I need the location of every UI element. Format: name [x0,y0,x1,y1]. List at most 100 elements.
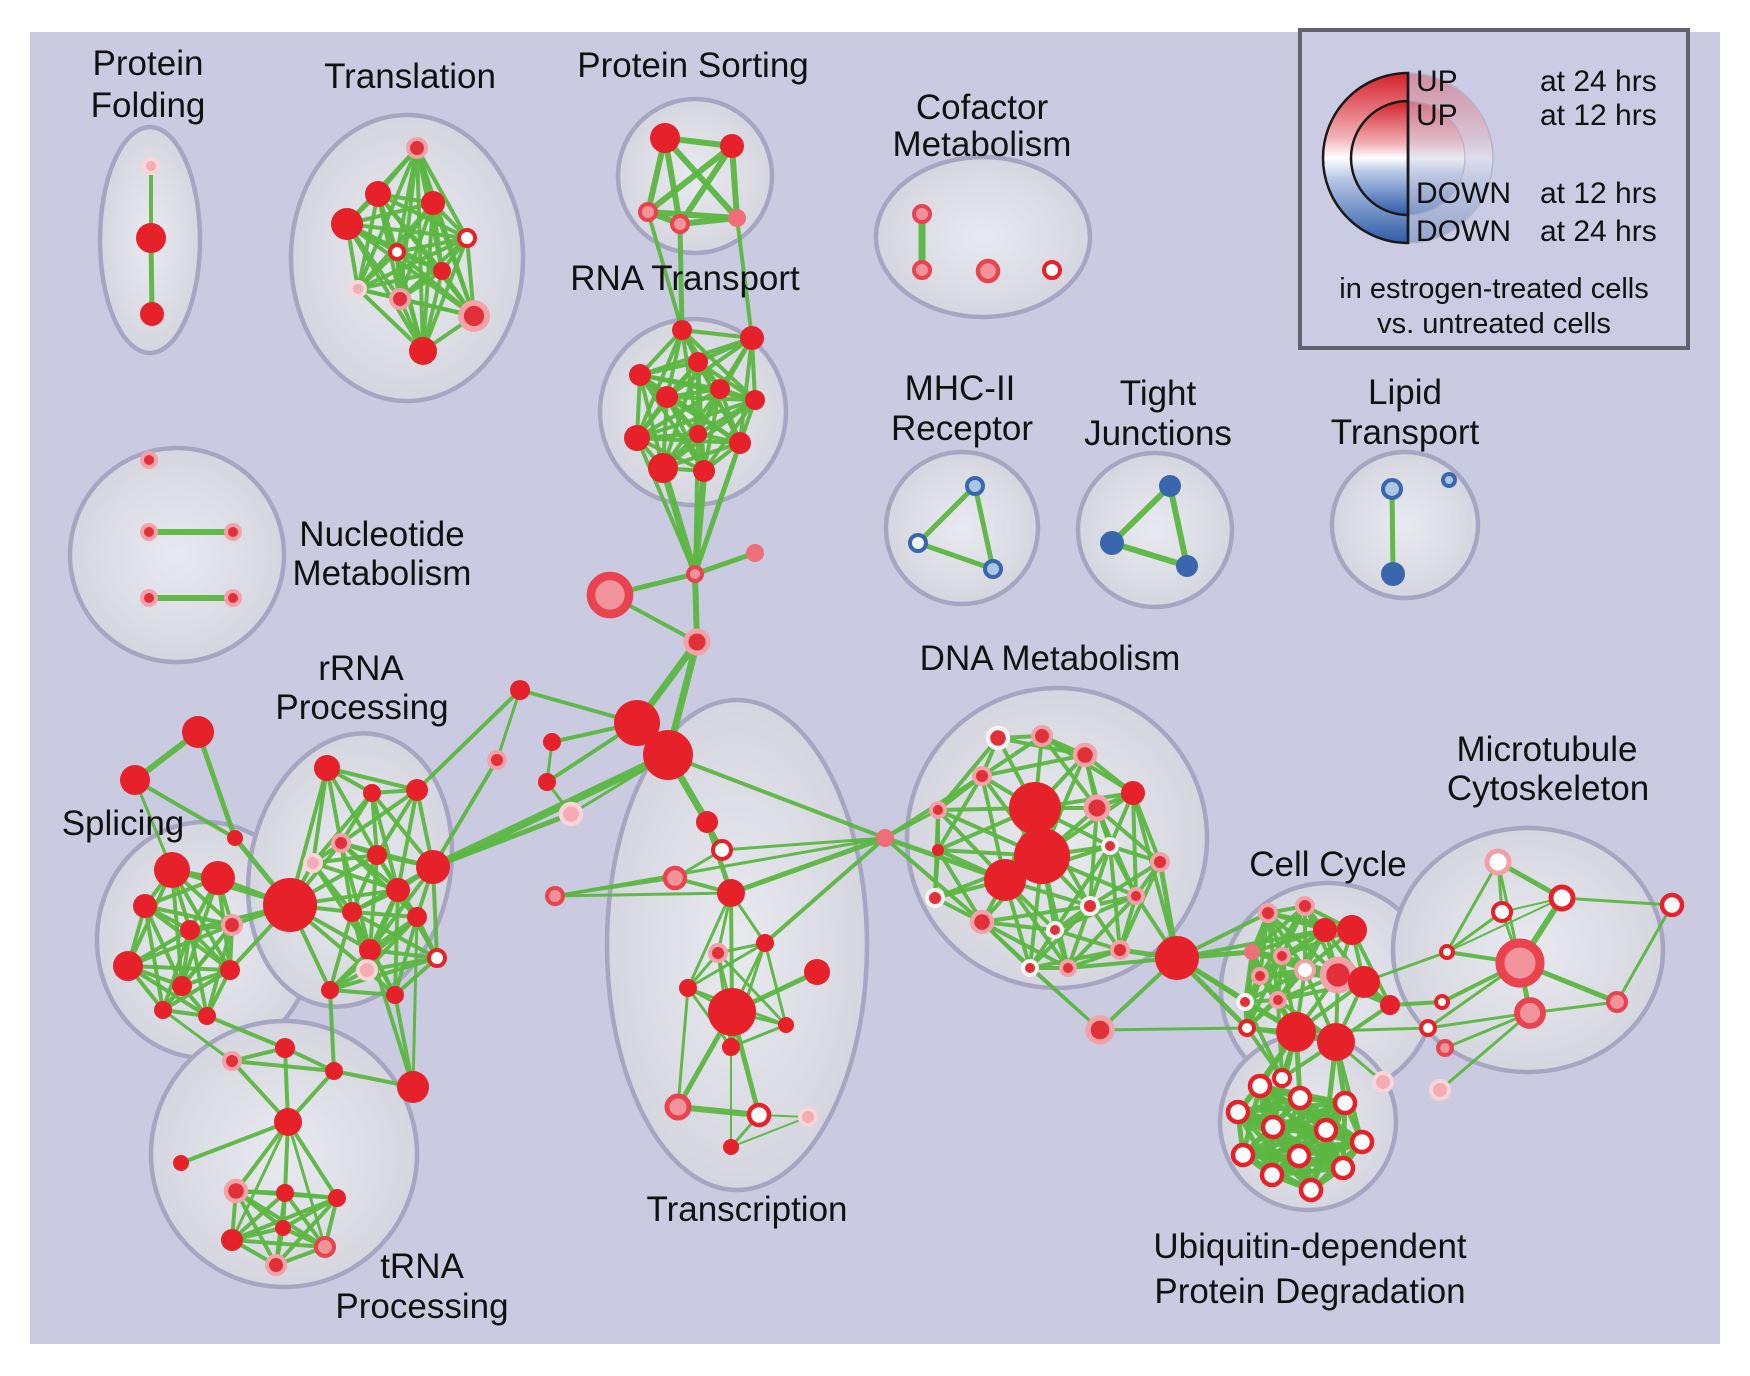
edge [350,853,379,914]
node-cf1 [912,204,932,224]
node-dn21 [1059,959,1077,977]
node-rr4 [331,833,351,853]
node-cc5 [614,700,660,746]
node-rr1 [314,755,340,781]
edge [421,236,469,353]
node-rr3 [406,779,428,801]
cluster-label-mhc-ii-receptor-1: Receptor [891,409,1033,448]
node-sl8 [220,960,240,980]
edge [429,751,672,871]
legend-direction-2: DOWN [1416,177,1511,210]
edge [1174,955,1299,1035]
node-tc15 [798,1107,818,1127]
node-tr7 [433,262,451,280]
node-cy14 [1276,1012,1316,1052]
node-ps1 [650,123,680,153]
edge [1108,844,1122,952]
node-tc7 [708,943,728,963]
node-ub12 [1298,1177,1324,1203]
node-lp2 [1381,562,1405,586]
legend-direction-3: DOWN [1416,215,1511,248]
edge [1245,1026,1284,1080]
node-tn7 [223,1178,249,1204]
node-cc2 [746,544,764,562]
nodes-layer [113,123,1685,1277]
node-cy15 [1317,1023,1355,1061]
edge [980,753,1087,778]
node-tr1 [405,136,429,160]
node-cc11 [487,750,507,770]
edge [1426,1011,1532,1030]
node-rt1 [672,320,692,340]
node-br2 [1434,994,1450,1010]
edge [205,1014,287,1050]
edge [195,729,238,841]
node-nm5 [224,589,242,607]
node-pf3 [140,302,164,326]
node-mh1 [965,476,985,496]
cluster-label-protein-folding-0: Protein [93,44,204,83]
node-lp3 [1441,472,1457,488]
node-rr8 [386,878,410,902]
node-dn6 [1121,781,1145,805]
cluster-label-splicing-0: Splicing [62,804,185,843]
edge [311,853,379,865]
edge [431,758,499,869]
node-cc3 [586,571,634,619]
edge [883,808,940,840]
cluster-nucleotide-metabolism [67,445,287,665]
edge [1108,844,1138,898]
node-pp1 [1371,1070,1395,1094]
edge [1250,904,1307,954]
edge [1438,1011,1532,1092]
node-tn8 [276,1184,294,1202]
node-tj2 [1100,531,1124,555]
node-tn3 [325,1062,343,1080]
legend: UP at 24 hrs UP at 12 hrs DOWN at 12 hrs DOWN a… [1298,28,1690,350]
cluster-label-cell-cycle-0: Cell Cycle [1249,845,1407,884]
edge [677,221,685,333]
cluster-lipid-transport [1329,449,1481,601]
node-sl6 [113,951,143,981]
edge [691,467,708,578]
node-sl3 [133,894,157,918]
node-ub8 [1230,1142,1256,1168]
node-cy16 [1272,1068,1292,1088]
node-st3 [227,830,243,846]
edge [311,791,374,865]
edge [1446,897,1563,953]
node-dn14 [925,888,945,908]
edge [283,1191,327,1249]
edge [143,904,165,1012]
edge [339,788,419,845]
edge [431,201,476,318]
node-cy1 [1258,903,1278,923]
node-ub4 [1225,1099,1251,1125]
node-mt3 [1490,900,1514,924]
edge [375,788,419,857]
node-tc14 [746,1102,772,1128]
node-rr12 [427,948,447,968]
node-mh3 [983,559,1003,579]
node-tc3 [662,865,688,891]
cluster-label-nucleotide-metabolism-1: Metabolism [293,554,472,593]
node-tc2 [710,838,734,862]
node-tc8 [679,979,697,997]
node-tn9 [328,1189,346,1207]
edge [676,986,690,1109]
edge [675,1104,762,1118]
edge [882,835,1008,883]
cluster-label-microtubule-cytoskeleton-0: Microtubule [1457,730,1638,769]
edge [328,988,336,1073]
edge [980,920,1102,1032]
edge [883,836,984,924]
cluster-label-protein-folding-1: Folding [91,86,206,125]
node-st2 [120,765,150,795]
edge [234,1120,290,1193]
edge [936,848,984,924]
node-tn6 [173,1155,189,1171]
node-ub3 [1332,1090,1358,1116]
node-tn2 [275,1038,295,1058]
node-cy3 [1313,918,1337,942]
node-nm4 [140,589,158,607]
